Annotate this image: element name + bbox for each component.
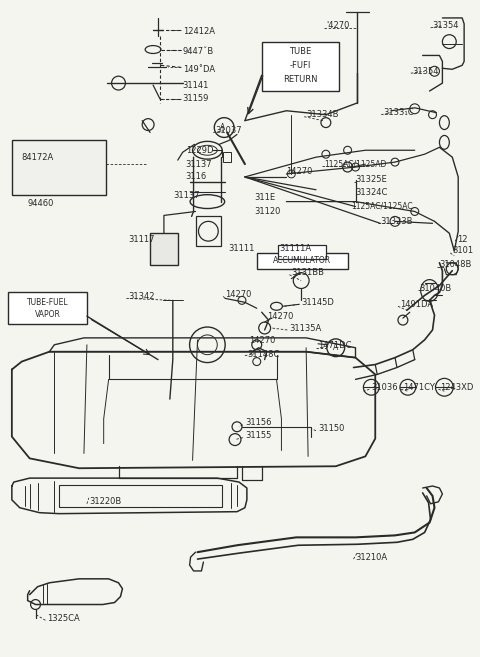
Text: 31323B: 31323B [380, 217, 413, 226]
Text: 31325E: 31325E [356, 175, 387, 185]
Text: '4270: '4270 [326, 21, 349, 30]
Text: 31040B: 31040B [420, 284, 452, 293]
Text: 14270: 14270 [266, 311, 293, 321]
Bar [195, 216, 221, 246]
Text: 3101: 3101 [452, 246, 473, 256]
Text: 9447ˇB: 9447ˇB [183, 47, 214, 56]
Text: 31354: 31354 [413, 67, 439, 76]
Text: 31117: 31117 [128, 235, 155, 244]
Text: 1243XD: 1243XD [441, 383, 474, 392]
Text: 31150: 31150 [318, 424, 344, 433]
Text: 31354: 31354 [432, 21, 459, 30]
Text: 311E: 311E [255, 193, 276, 202]
Text: 149˚DA: 149˚DA [183, 65, 215, 74]
Bar [262, 41, 339, 91]
Text: 31145D: 31145D [301, 298, 334, 307]
Text: RETURN: RETURN [283, 75, 317, 83]
Text: 1471DC: 1471DC [318, 341, 351, 350]
Text: 31137: 31137 [173, 191, 199, 200]
Bar [278, 245, 326, 259]
Bar [12, 141, 106, 194]
Text: 14270: 14270 [225, 290, 252, 299]
Text: 31036: 31036 [372, 383, 398, 392]
Text: 1491DA: 1491DA [400, 300, 433, 309]
Text: 84172A: 84172A [22, 152, 54, 162]
Text: 1325CA: 1325CA [48, 614, 80, 623]
Text: 12412A: 12412A [183, 27, 215, 36]
Text: 31048B: 31048B [440, 260, 472, 269]
Text: 3133₁C: 3133₁C [383, 108, 414, 117]
Text: A: A [219, 123, 225, 132]
Text: 31156: 31156 [245, 419, 271, 427]
Text: 1125AC/1125AD: 1125AC/1125AD [324, 160, 386, 169]
Text: 1125AC/1125AC: 1125AC/1125AC [351, 201, 413, 210]
Text: A: A [333, 343, 338, 352]
Text: 31155: 31155 [245, 431, 271, 440]
Text: 1229D: 1229D [186, 146, 213, 155]
Bar [257, 253, 348, 269]
Text: VAPOR: VAPOR [35, 309, 60, 319]
Bar [223, 152, 231, 162]
Text: 94460: 94460 [28, 199, 54, 208]
Text: 31037: 31037 [215, 126, 242, 135]
Bar [150, 233, 178, 265]
Text: 31324C: 31324C [356, 188, 388, 197]
Text: 12: 12 [457, 235, 468, 244]
Text: TUBE: TUBE [289, 47, 312, 56]
Text: 31159: 31159 [183, 95, 209, 103]
Bar [59, 485, 222, 507]
Text: 14270: 14270 [249, 336, 275, 346]
Text: 31135A: 31135A [289, 323, 322, 332]
Text: 3131BB: 3131BB [291, 268, 324, 277]
Text: 31141: 31141 [183, 81, 209, 89]
Text: 31334B: 31334B [306, 110, 338, 119]
Text: 3116: 3116 [186, 172, 207, 181]
Text: 31120: 31120 [255, 207, 281, 216]
Text: 31342: 31342 [128, 292, 155, 301]
Text: 31220B: 31220B [89, 497, 121, 507]
Text: 31111: 31111 [228, 244, 254, 252]
Text: 31148C: 31148C [247, 350, 279, 359]
Text: 14270: 14270 [287, 168, 313, 177]
Text: 31111A: 31111A [279, 244, 312, 252]
Text: 31210A: 31210A [356, 553, 388, 562]
Text: ACCUMULATOR: ACCUMULATOR [273, 256, 331, 265]
Text: TUBE-FUEL: TUBE-FUEL [26, 298, 68, 307]
Text: -FUFI: -FUFI [289, 61, 311, 70]
Text: 31137: 31137 [186, 160, 212, 169]
Text: 1471CY: 1471CY [403, 383, 435, 392]
Bar [8, 292, 87, 324]
